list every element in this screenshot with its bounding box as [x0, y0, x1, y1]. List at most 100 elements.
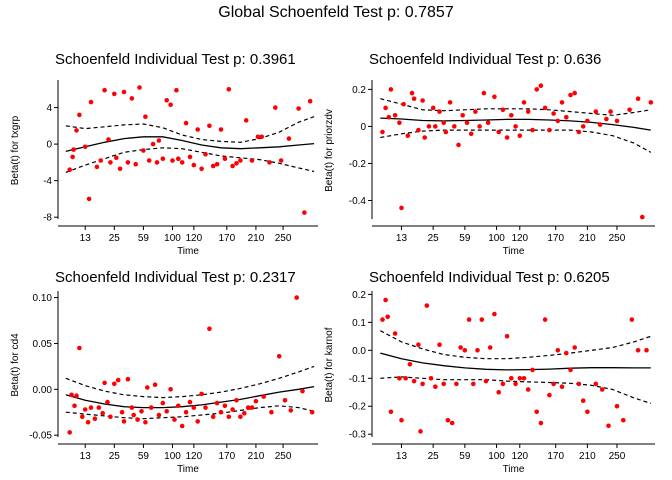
y-axis-label: Beta(t) for priorzdv — [324, 109, 335, 192]
residual-point — [614, 118, 620, 124]
residual-point — [195, 419, 200, 424]
residual-point — [388, 409, 394, 415]
residual-point — [547, 392, 552, 398]
x-tick-label: 13 — [396, 451, 408, 462]
residual-point — [411, 96, 417, 101]
x-tick-label: 250 — [609, 451, 626, 462]
residual-point — [112, 381, 117, 387]
residual-point — [307, 98, 313, 104]
x-tick-label: 13 — [80, 451, 92, 462]
y-tick-label: -0.1 — [349, 374, 367, 385]
residual-point — [621, 417, 626, 423]
residual-point — [487, 345, 493, 350]
residual-point — [542, 105, 548, 111]
residual-point — [475, 348, 480, 353]
residual-point — [559, 100, 565, 105]
residual-point — [156, 412, 162, 418]
residual-point — [108, 414, 113, 420]
residual-point — [230, 407, 235, 412]
residual-point — [96, 405, 102, 410]
y-tick-label: -0.2 — [349, 402, 367, 413]
residual-point — [278, 158, 284, 163]
residual-point — [199, 166, 204, 172]
residual-point — [131, 412, 136, 418]
residual-point — [538, 83, 544, 88]
residual-point — [443, 129, 449, 135]
residual-point — [141, 148, 146, 153]
residual-point — [72, 403, 77, 409]
y-tick-label: 0.00 — [33, 385, 53, 396]
residual-point — [648, 100, 654, 105]
residual-point — [383, 105, 388, 111]
smoothed-fit-line — [380, 117, 651, 131]
y-tick-label: 4 — [46, 103, 52, 114]
panel-title: Schoenfeld Individual Test p: 0.3961 — [55, 51, 296, 68]
x-axis-label: Time — [177, 246, 199, 257]
residual-point — [555, 118, 561, 124]
residual-point — [195, 127, 200, 132]
residual-point — [187, 154, 193, 160]
residual-point — [70, 154, 75, 160]
residual-point — [509, 113, 514, 118]
residual-point — [517, 133, 523, 138]
residual-point — [445, 417, 451, 423]
residual-point — [238, 158, 243, 163]
residual-point — [593, 109, 599, 114]
residual-point — [74, 128, 79, 133]
residual-point — [437, 342, 442, 348]
residual-point — [98, 158, 103, 163]
residual-point — [121, 89, 127, 95]
y-tick-label: 0.05 — [33, 339, 53, 350]
y-tick-label: -0.4 — [349, 196, 367, 207]
residual-point — [521, 376, 527, 381]
x-tick-label: 100 — [488, 451, 505, 462]
residual-point — [627, 107, 632, 113]
x-tick-label: 100 — [164, 233, 181, 244]
residual-point — [67, 430, 72, 435]
residual-point — [245, 405, 251, 410]
residual-point — [568, 92, 573, 98]
residual-point — [597, 122, 603, 127]
residual-point — [168, 102, 173, 108]
residual-point — [492, 311, 497, 317]
upper-confidence-band — [380, 330, 651, 360]
residual-point — [530, 127, 535, 133]
residual-point — [481, 90, 487, 96]
x-tick-label: 25 — [109, 451, 121, 462]
residual-point — [296, 106, 301, 111]
residual-point — [152, 382, 158, 388]
y-tick-label: 0.10 — [33, 293, 53, 304]
x-tick-label: 250 — [275, 233, 292, 244]
residual-point — [249, 158, 255, 163]
residual-point — [471, 381, 476, 387]
residual-point — [71, 147, 76, 152]
residual-point — [100, 410, 105, 416]
residual-point — [276, 354, 282, 359]
residual-point — [399, 205, 404, 211]
x-tick-label: 100 — [164, 451, 181, 462]
residual-point — [226, 414, 232, 420]
residual-point — [183, 120, 189, 126]
residual-point — [640, 214, 645, 220]
residual-point — [441, 120, 447, 125]
residual-point — [606, 423, 611, 429]
residual-point — [525, 109, 531, 114]
residual-point — [433, 384, 438, 390]
residual-point — [160, 400, 166, 406]
residual-point — [119, 409, 125, 415]
panel-title: Schoenfeld Individual Test p: 0.2317 — [55, 269, 296, 286]
lower-confidence-band — [380, 129, 652, 153]
residual-point — [551, 111, 556, 116]
residual-point — [203, 151, 208, 157]
residual-point — [67, 167, 72, 172]
residual-point — [170, 158, 175, 163]
residual-point — [580, 124, 586, 129]
residual-point — [145, 385, 150, 390]
x-tick-label: 59 — [138, 451, 150, 462]
residual-point — [585, 409, 590, 415]
y-tick-label: -0.05 — [29, 431, 52, 442]
residual-point — [286, 136, 292, 141]
residual-point — [210, 163, 216, 169]
residual-point — [420, 381, 425, 387]
x-tick-label: 120 — [186, 233, 203, 244]
